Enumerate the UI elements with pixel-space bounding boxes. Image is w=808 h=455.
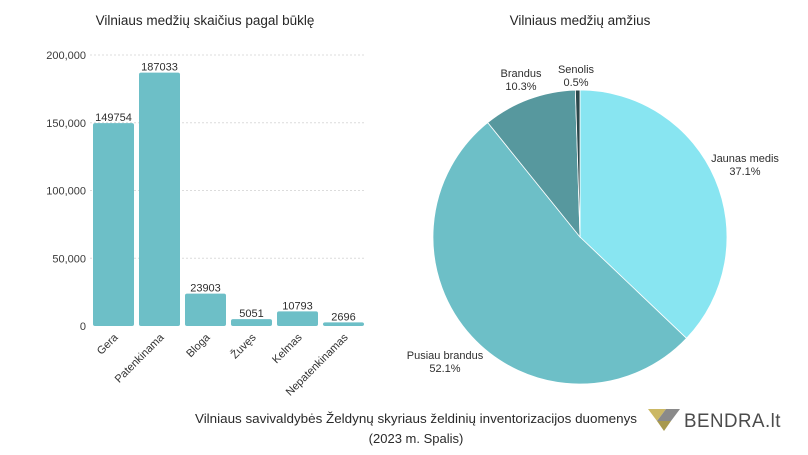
bar-value-label: 149754 bbox=[95, 112, 132, 124]
pie-slice-label: Pusiau brandus bbox=[407, 350, 484, 362]
pie-slice-percent: 52.1% bbox=[429, 363, 460, 375]
bar bbox=[139, 72, 180, 326]
bar-chart-title: Vilniaus medžių skaičius pagal būklę bbox=[96, 13, 315, 28]
x-tick-label: Gera bbox=[95, 331, 121, 357]
pie-slice-percent: 10.3% bbox=[505, 81, 536, 93]
pie-slice-label: Senolis bbox=[558, 64, 595, 76]
y-tick-label: 150,000 bbox=[46, 118, 86, 130]
x-tick-label: Kelmas bbox=[270, 331, 305, 366]
bar bbox=[93, 123, 134, 326]
y-tick-label: 50,000 bbox=[52, 253, 86, 265]
bar-value-label: 23903 bbox=[190, 283, 221, 295]
bar bbox=[323, 322, 364, 326]
pie-slice-percent: 37.1% bbox=[729, 166, 760, 178]
pie-slice bbox=[432, 122, 688, 385]
footer-date-text: (2023 m. Spalis) bbox=[369, 431, 464, 446]
bar-value-label: 187033 bbox=[141, 62, 178, 74]
pie-slice-label: Brandus bbox=[501, 68, 542, 80]
folded-ribbon-logo-icon bbox=[648, 409, 680, 431]
bar-value-label: 10793 bbox=[282, 300, 313, 312]
pie-slice bbox=[579, 89, 728, 339]
pie-slice-label: Jaunas medis bbox=[711, 153, 779, 165]
bar bbox=[231, 319, 272, 326]
bar-value-label: 2696 bbox=[331, 311, 355, 323]
logo-icon-fold-bottom bbox=[657, 421, 671, 431]
pie-chart-title: Vilniaus medžių amžius bbox=[510, 13, 651, 28]
bar bbox=[277, 311, 318, 326]
bendra-logo[interactable]: BENDRA.lt bbox=[648, 409, 781, 432]
y-tick-label: 100,000 bbox=[46, 186, 86, 198]
y-tick-label: 200,000 bbox=[46, 50, 86, 62]
x-tick-label: Bloga bbox=[184, 331, 213, 360]
pie-slice-percent: 0.5% bbox=[563, 77, 588, 89]
logo-icon-fold-top bbox=[648, 409, 666, 421]
y-tick-label: 0 bbox=[80, 321, 86, 333]
logo-icon-fold-middle bbox=[657, 409, 680, 421]
pie-slice bbox=[574, 89, 581, 238]
x-tick-label: Žuvęs bbox=[228, 331, 259, 362]
pie-slice bbox=[487, 89, 581, 239]
x-tick-label: Patenkinama bbox=[113, 331, 168, 386]
bar-chart: 0 50,000 100,000 150,000 200,000 149754 Gera 18… bbox=[46, 50, 366, 399]
bar bbox=[185, 293, 226, 326]
bar-value-label: 5051 bbox=[239, 308, 263, 320]
footer-source-text: Vilniaus savivaldybės Želdynų skyriaus ž… bbox=[195, 411, 638, 426]
logo-text: BENDRA.lt bbox=[684, 411, 781, 432]
